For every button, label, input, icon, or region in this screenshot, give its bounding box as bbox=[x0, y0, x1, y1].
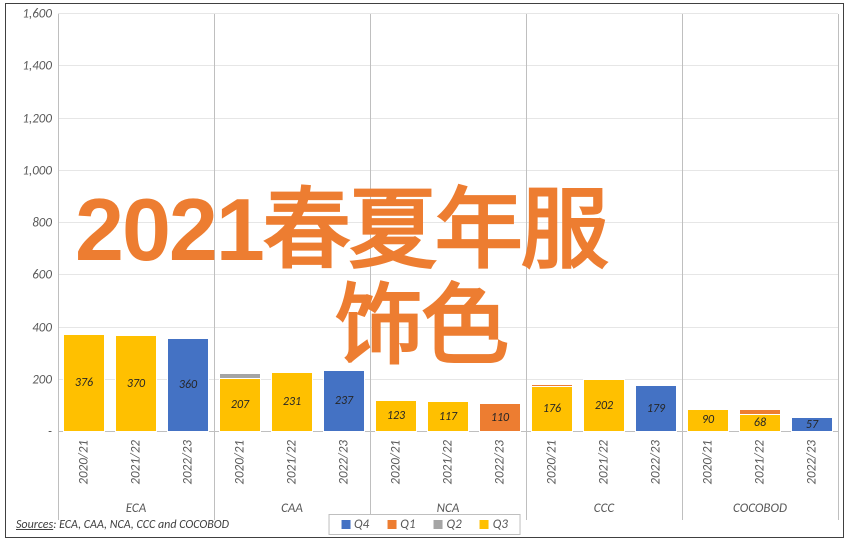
segment-Q4: 237 bbox=[323, 370, 365, 432]
segment-label: 68 bbox=[754, 416, 766, 430]
segment-label: 237 bbox=[335, 394, 353, 408]
bar-slot: 572022/23 bbox=[786, 14, 838, 432]
legend-label: Q2 bbox=[447, 517, 462, 532]
legend-item-Q1: Q1 bbox=[387, 517, 415, 532]
bar-slot: 1571951552022021/22 bbox=[578, 14, 630, 432]
bar-slot: 767482902020/21 bbox=[682, 14, 734, 432]
x-year-label: 2022/23 bbox=[181, 440, 196, 485]
segment-Q3: 207 bbox=[219, 378, 261, 432]
segment-Q3: 370 bbox=[115, 335, 157, 432]
segment-Q4: 57 bbox=[791, 417, 833, 432]
x-group-label: CAA bbox=[281, 501, 303, 516]
segment-Q1: 110 bbox=[479, 403, 521, 432]
plot-area: ECACAANCACCCCOCOBOD -2004006008001,0001,… bbox=[58, 14, 838, 432]
segment-Q3: 123 bbox=[375, 400, 417, 432]
sources-note: Sources: ECA, CAA, NCA, CCC and COCOBOD bbox=[16, 518, 229, 532]
chart-frame: ECACAANCACCCCOCOBOD -2004006008001,0001,… bbox=[5, 3, 844, 538]
segment-label: 110 bbox=[491, 411, 509, 425]
legend: Q4 Q1 Q2 Q3 bbox=[328, 514, 521, 535]
segment-label: 123 bbox=[387, 409, 405, 423]
segment-label: 231 bbox=[283, 395, 301, 409]
group-COCOBOD: 767482902020/21848755682021/22572022/23 bbox=[682, 14, 838, 432]
group-CCC: 1431821191762020/211571951552022021/2217… bbox=[526, 14, 682, 432]
segment-Q3: 68 bbox=[739, 414, 781, 432]
segment-label: 202 bbox=[595, 399, 613, 413]
bar-slot: 3602022/23 bbox=[162, 14, 214, 432]
y-tick-label: - bbox=[48, 425, 58, 440]
y-tick-label: 200 bbox=[32, 372, 58, 387]
group-NCA: 1181181221232020/211171151161172021/2210… bbox=[370, 14, 526, 432]
x-year-label: 2022/23 bbox=[649, 440, 664, 485]
bar-slot: 1792022/23 bbox=[630, 14, 682, 432]
y-tick-label: 1,400 bbox=[22, 59, 58, 74]
segment-label: 360 bbox=[179, 378, 197, 392]
x-year-label: 2020/21 bbox=[233, 440, 248, 485]
bar-slot: 2372022/23 bbox=[318, 14, 370, 432]
y-tick-label: 600 bbox=[32, 268, 58, 283]
segment-label: 370 bbox=[127, 377, 145, 391]
legend-item-Q3: Q3 bbox=[480, 517, 508, 532]
legend-swatch bbox=[341, 520, 350, 529]
x-year-label: 2021/22 bbox=[441, 440, 456, 485]
y-tick-label: 800 bbox=[32, 216, 58, 231]
segment-Q3: 176 bbox=[531, 386, 573, 432]
legend-swatch bbox=[480, 520, 489, 529]
x-group-label: ECA bbox=[126, 501, 146, 516]
y-tick-label: 1,000 bbox=[22, 163, 58, 178]
segment-label: 57 bbox=[806, 418, 818, 432]
x-year-label: 2021/22 bbox=[753, 440, 768, 485]
segment-Q3: 376 bbox=[63, 334, 105, 432]
segment-Q3: 90 bbox=[687, 409, 729, 433]
segment-Q3: 231 bbox=[271, 372, 313, 432]
segment-label: 90 bbox=[702, 413, 714, 427]
bar-slot: 2312132272312021/22 bbox=[266, 14, 318, 432]
legend-swatch bbox=[434, 520, 443, 529]
group-CAA: 2182142242072020/212312132272312021/2223… bbox=[214, 14, 370, 432]
x-year-label: 2022/23 bbox=[493, 440, 508, 485]
y-tick-label: 400 bbox=[32, 320, 58, 335]
segment-label: 176 bbox=[543, 402, 561, 416]
bar-slot: 1171151161172021/22 bbox=[422, 14, 474, 432]
sources-text: : ECA, CAA, NCA, CCC and COCOBOD bbox=[53, 518, 229, 532]
x-year-label: 2022/23 bbox=[805, 440, 820, 485]
bar-slot: 848755682021/22 bbox=[734, 14, 786, 432]
bar-slot: 3443383573762020/21 bbox=[58, 14, 110, 432]
y-tick-label: 1,600 bbox=[22, 7, 58, 22]
group-ECA: 3443383573762020/213663633643702021/2236… bbox=[58, 14, 214, 432]
segment-Q3: 117 bbox=[427, 401, 469, 432]
segment-label: 376 bbox=[75, 376, 93, 390]
x-group-label: CCC bbox=[594, 501, 614, 516]
legend-item-Q4: Q4 bbox=[341, 517, 369, 532]
x-year-label: 2021/22 bbox=[129, 440, 144, 485]
segment-Q4: 179 bbox=[635, 385, 677, 432]
bar-slot: 1431821191762020/21 bbox=[526, 14, 578, 432]
x-year-label: 2020/21 bbox=[389, 440, 404, 485]
legend-swatch bbox=[387, 520, 396, 529]
y-tick-label: 1,200 bbox=[22, 111, 58, 126]
segment-label: 179 bbox=[647, 402, 665, 416]
segment-Q4: 360 bbox=[167, 338, 209, 432]
segment-label: 117 bbox=[439, 410, 457, 424]
segment-label: 207 bbox=[231, 398, 249, 412]
x-year-label: 2020/21 bbox=[545, 440, 560, 485]
sources-label: Sources bbox=[16, 518, 53, 532]
legend-label: Q4 bbox=[354, 517, 369, 532]
legend-label: Q3 bbox=[493, 517, 508, 532]
bar-slot: 2182142242072020/21 bbox=[214, 14, 266, 432]
segment-Q3: 202 bbox=[583, 379, 625, 432]
group-separator bbox=[58, 14, 59, 520]
group-separator bbox=[838, 14, 839, 520]
x-year-label: 2020/21 bbox=[701, 440, 716, 485]
legend-label: Q1 bbox=[400, 517, 415, 532]
legend-item-Q2: Q2 bbox=[434, 517, 462, 532]
bar-slot: 3663633643702021/22 bbox=[110, 14, 162, 432]
x-year-label: 2021/22 bbox=[285, 440, 300, 485]
bar-slot: 1181181221232020/21 bbox=[370, 14, 422, 432]
x-year-label: 2022/23 bbox=[337, 440, 352, 485]
x-year-label: 2020/21 bbox=[77, 440, 92, 485]
x-group-label: COCOBOD bbox=[733, 501, 787, 516]
bar-slot: 1071102022/23 bbox=[474, 14, 526, 432]
x-year-label: 2021/22 bbox=[597, 440, 612, 485]
